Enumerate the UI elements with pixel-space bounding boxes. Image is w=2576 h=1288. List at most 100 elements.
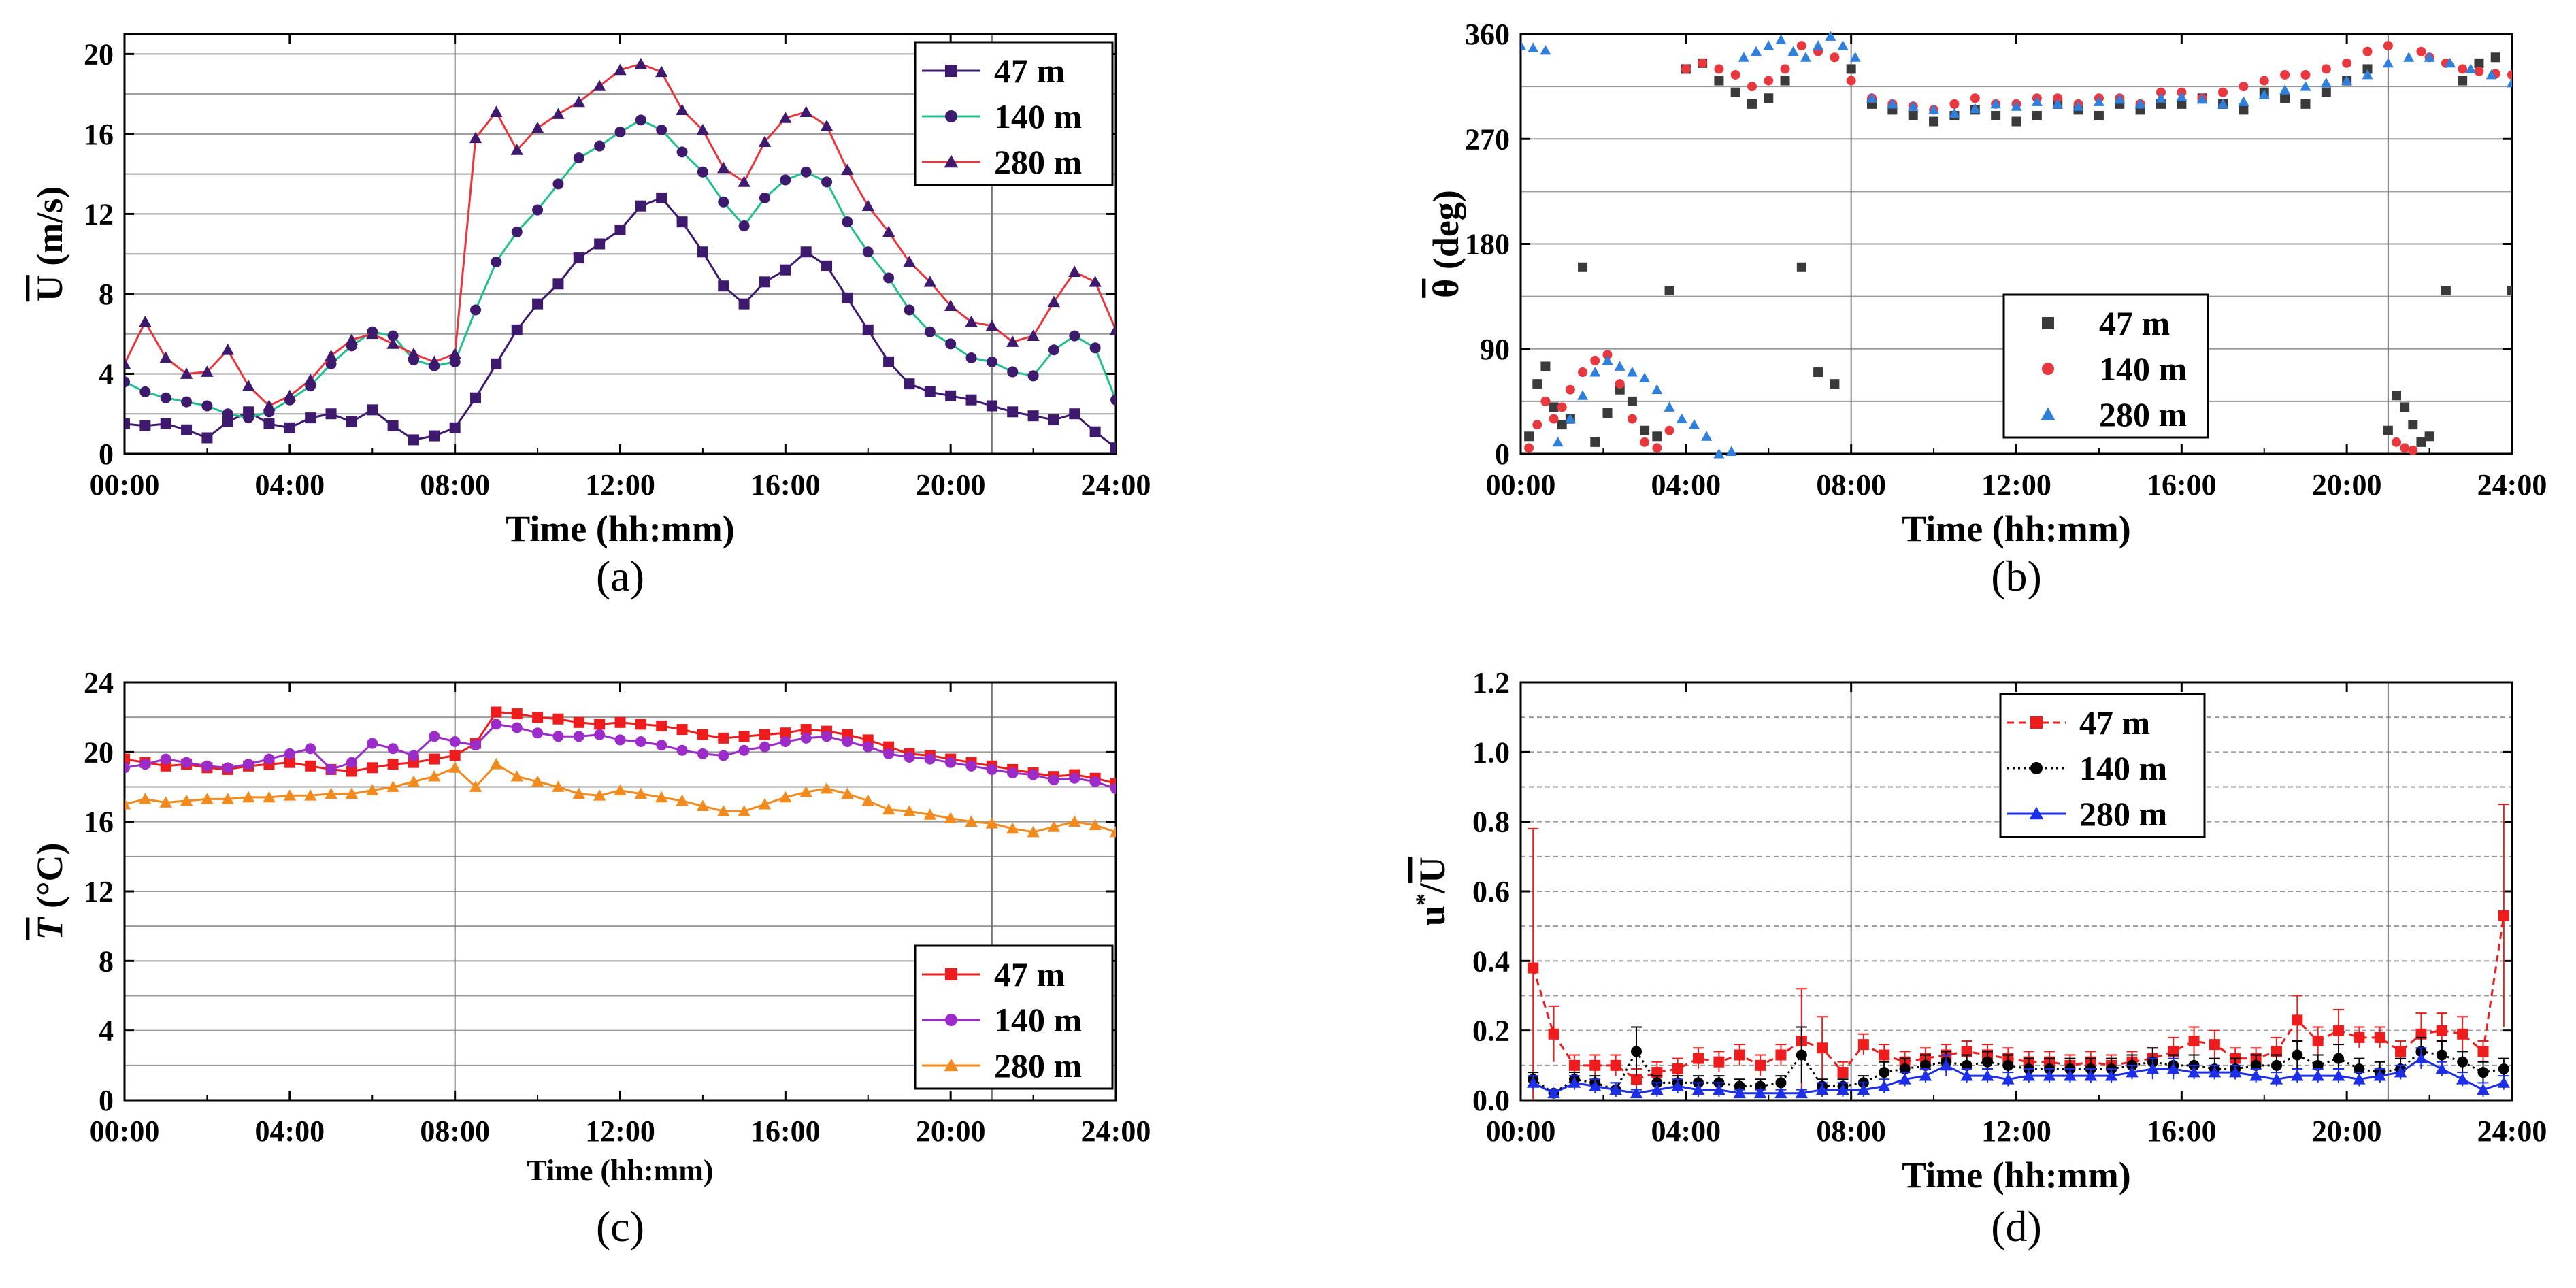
data-point [1630,1046,1642,1057]
data-point [1610,1059,1621,1071]
data-point [2292,1049,2303,1061]
data-point [2031,96,2043,106]
data-point [125,762,130,774]
y-tick-label: 8 [99,278,114,311]
data-point [717,161,730,174]
data-point [1733,1087,1746,1099]
data-point [1928,104,1940,114]
data-point [635,736,646,747]
legend-label: 140 m [994,97,1082,135]
data-point [2239,82,2249,92]
data-point [1837,1067,1849,1078]
data-point [1774,1087,1787,1099]
y-tick-label: 0.8 [1472,806,1510,839]
data-point [923,276,937,287]
x-tick-label: 16:00 [2147,1114,2217,1148]
data-point [160,753,171,765]
y-tick-label: 0.2 [1472,1014,1510,1048]
panel-3: 00:00 04:00 08:00 12:00 16:00 20:00 24:00 0 4 8 12… [29,666,1151,1251]
data-point [491,358,502,369]
data-point [1813,367,1823,378]
data-point [387,420,399,431]
data-point [2146,1062,2160,1074]
y-label-overbar: T [29,917,70,940]
data-point [738,731,750,742]
legend-marker [945,1014,957,1026]
legend-marker [944,154,959,168]
data-point [552,731,564,742]
data-point [2249,1069,2262,1081]
x-axis-label: Time (hh:mm) [527,1154,713,1187]
data-point [325,349,337,361]
panel-label: (a) [596,552,644,600]
data-point [2474,58,2484,68]
data-point [2094,110,2104,120]
x-tick-label: 20:00 [2312,468,2382,501]
data-point [1830,52,1840,63]
data-point [2332,1069,2345,1081]
data-point [1961,1059,1972,1071]
data-point [1907,101,1919,111]
data-point [159,796,172,808]
data-point [1048,414,1059,426]
data-point [965,352,977,363]
data-point [511,226,523,237]
data-point [676,794,689,806]
data-point [1780,64,1790,74]
data-point [718,280,729,292]
data-point [2342,58,2352,68]
data-point [305,743,316,755]
data-point [655,65,668,78]
data-point [1730,87,1740,97]
data-point [552,108,565,119]
legend: 47 m 140 m 280 m [1999,693,2206,838]
data-point [387,743,399,755]
data-point [1557,420,1567,430]
y-label-superscript: * [1410,893,1438,906]
data-point [903,805,916,816]
data-point [2353,1073,2366,1085]
data-point [780,727,791,739]
data-point [2416,437,2426,447]
data-point [366,327,379,340]
x-tick-label: 24:00 [2477,468,2547,501]
data-point [181,424,193,435]
data-point [1528,962,1539,974]
data-point [2424,431,2434,442]
data-point [2362,69,2373,80]
data-point [1568,1059,1580,1071]
data-point [738,744,750,756]
x-tick-label: 08:00 [1816,468,1886,501]
data-point [986,356,997,367]
data-point [2259,76,2269,86]
data-point [283,389,297,401]
data-point [594,238,606,250]
data-point [201,400,213,412]
data-point [944,812,957,823]
data-point [676,216,688,228]
data-point [2104,1069,2118,1081]
data-point [2217,98,2229,109]
data-point [1813,40,1824,50]
data-point [1007,406,1019,418]
data-point [634,57,648,69]
data-point [800,724,812,736]
legend-marker [944,1058,959,1072]
x-tick-label: 24:00 [1081,1114,1151,1148]
data-point [429,753,440,765]
data-point [490,758,503,770]
x-tick-label: 12:00 [1981,1114,2051,1148]
data-point [1089,342,1101,354]
legend-label: 47 m [2099,304,2170,342]
data-point [1898,1073,1911,1085]
data-point [408,434,419,446]
data-point [573,731,584,742]
data-point [2270,1046,2282,1057]
data-point [2457,1056,2468,1068]
data-point [1664,425,1674,435]
data-point [1990,98,2002,109]
data-point [2312,1059,2324,1071]
data-point [2320,77,2332,88]
y-tick-label: 360 [1465,18,1510,51]
data-point [2196,93,2208,104]
